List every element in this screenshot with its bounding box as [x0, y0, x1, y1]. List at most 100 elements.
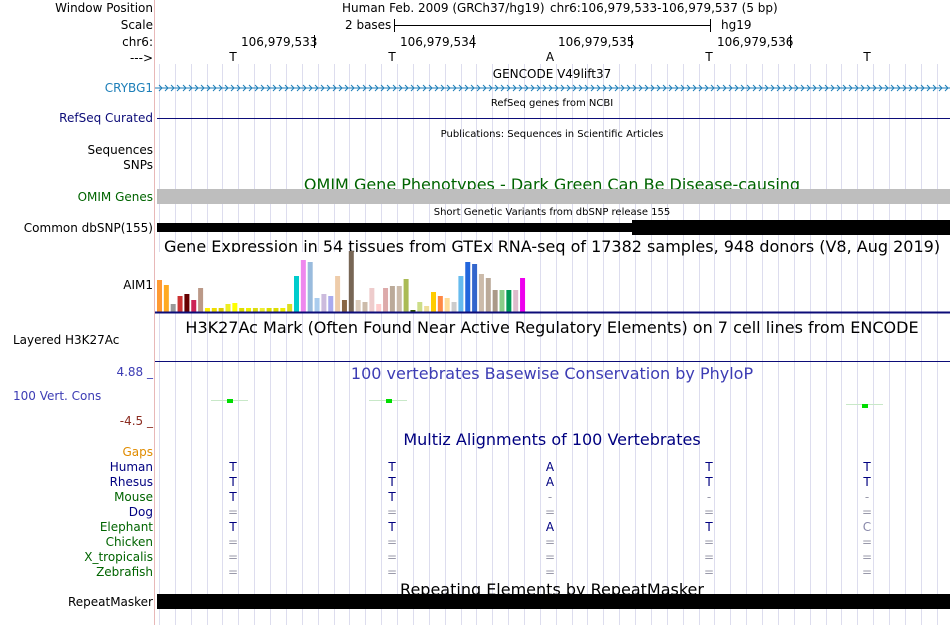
gtex-tissue-bar[interactable] [478, 274, 484, 312]
species-label[interactable]: X_tropicalis [84, 550, 153, 564]
gtex-tissue-bar[interactable] [287, 304, 293, 312]
gtex-expression-chart[interactable] [155, 250, 950, 315]
alignment-base: = [227, 505, 239, 519]
gtex-tissue-bar[interactable] [444, 298, 450, 312]
gtex-tissue-bar[interactable] [403, 279, 409, 312]
gtex-tissue-bar[interactable] [246, 308, 252, 312]
gtex-tissue-bar[interactable] [204, 308, 210, 312]
alignment-base: = [227, 550, 239, 564]
scale-label: Scale [120, 18, 153, 32]
reference-base: T [863, 50, 871, 64]
gtex-tissue-bar[interactable] [300, 260, 306, 312]
alignment-base: = [861, 505, 873, 519]
reference-base: T [705, 50, 713, 64]
alignment-base: T [388, 520, 396, 534]
refseq-track-label[interactable]: RefSeq Curated [59, 111, 153, 125]
species-label[interactable]: Mouse [114, 490, 153, 504]
species-label[interactable]: Elephant [99, 520, 153, 534]
gtex-tissue-bar[interactable] [485, 278, 491, 312]
gtex-tissue-bar[interactable] [520, 278, 526, 312]
gtex-tissue-bar[interactable] [211, 308, 217, 312]
gtex-tissue-bar[interactable] [307, 262, 313, 312]
gtex-tissue-bar[interactable] [437, 296, 443, 312]
species-label[interactable]: Rhesus [109, 475, 153, 489]
gtex-tissue-bar[interactable] [341, 300, 347, 312]
dbsnp-track-label[interactable]: Common dbSNP(155) [23, 221, 153, 235]
gtex-tissue-bar[interactable] [458, 276, 464, 312]
gtex-tissue-bar[interactable] [355, 300, 361, 312]
gtex-tissue-bar[interactable] [266, 308, 272, 312]
h3k27ac-track-label[interactable]: Layered H3K27Ac [13, 333, 120, 347]
repeatmasker-track-label[interactable]: RepeatMasker [67, 595, 153, 609]
gtex-tissue-bar[interactable] [492, 290, 498, 312]
gtex-tissue-bar[interactable] [410, 310, 416, 312]
gtex-tissue-bar[interactable] [465, 262, 471, 312]
gtex-tissue-bar[interactable] [383, 288, 389, 312]
gtex-tissue-bar[interactable] [396, 286, 402, 312]
position-tick [314, 35, 315, 48]
gtex-tissue-bar[interactable] [348, 251, 354, 312]
gtex-tissue-bar[interactable] [184, 294, 190, 312]
gtex-tissue-bar[interactable] [369, 288, 375, 312]
species-label[interactable]: Human [109, 460, 153, 474]
phylop-conservation-plot[interactable] [155, 395, 950, 410]
snps-track-label[interactable]: SNPs [123, 158, 153, 172]
gtex-tissue-bar[interactable] [232, 303, 238, 312]
gtex-tissue-bar[interactable] [280, 308, 286, 312]
gencode-gene-label[interactable]: CRYBG1 [104, 81, 153, 95]
alignment-base: - [864, 490, 870, 504]
gtex-tissue-bar[interactable] [321, 294, 327, 312]
omim-track-label[interactable]: OMIM Genes [77, 190, 153, 204]
gtex-tissue-bar[interactable] [239, 308, 245, 312]
gtex-tissue-bar[interactable] [499, 290, 505, 312]
gtex-tissue-bar[interactable] [451, 302, 457, 312]
gtex-tissue-bar[interactable] [198, 288, 204, 312]
gtex-tissue-bar[interactable] [506, 290, 512, 312]
species-label[interactable]: Dog [128, 505, 153, 519]
gtex-tissue-bar[interactable] [177, 296, 183, 312]
dbsnp-variant-block[interactable] [632, 220, 950, 235]
dbsnp-variant-bar[interactable] [157, 223, 950, 232]
gtex-gene-label[interactable]: AIM1 [123, 278, 153, 292]
gtex-tissue-bar[interactable] [273, 308, 279, 312]
gtex-tissue-bar[interactable] [362, 302, 368, 312]
gtex-tissue-bar[interactable] [335, 276, 341, 312]
gtex-tissue-bar[interactable] [170, 304, 176, 312]
alignment-base: = [703, 550, 715, 564]
gtex-tissue-bar[interactable] [424, 306, 430, 312]
gtex-tissue-bar[interactable] [314, 298, 320, 312]
gtex-tissue-bar[interactable] [252, 308, 258, 312]
gtex-tissue-bar[interactable] [513, 290, 519, 312]
alignment-base: T [388, 490, 396, 504]
assembly-text: Human Feb. 2009 (GRCh37/hg19) [342, 1, 545, 15]
refseq-gene-line[interactable] [157, 118, 950, 119]
scale-bar-left-cap [394, 19, 395, 32]
gtex-tissue-bar[interactable] [376, 304, 382, 312]
species-label[interactable]: Zebrafish [96, 565, 153, 579]
reference-base: T [229, 50, 237, 64]
gencode-gene-intron[interactable] [155, 82, 950, 94]
alignment-base: = [227, 535, 239, 549]
repeatmasker-element-bar[interactable] [157, 594, 950, 609]
sequences-track-label[interactable]: Sequences [87, 143, 153, 157]
gtex-tissue-bar[interactable] [191, 300, 197, 312]
omim-gene-bar[interactable] [157, 189, 950, 204]
gtex-tissue-bar[interactable] [225, 304, 231, 312]
chr-label: chr6: [122, 35, 153, 49]
phylop-track-label[interactable]: 100 Vert. Cons [13, 389, 102, 403]
gtex-tissue-bar[interactable] [417, 302, 423, 312]
gtex-tissue-bar[interactable] [157, 280, 162, 312]
gtex-tissue-bar[interactable] [259, 308, 265, 312]
alignment-base: T [388, 460, 396, 474]
gtex-tissue-bar[interactable] [389, 286, 395, 312]
species-label[interactable]: Chicken [105, 535, 153, 549]
gaps-track-label[interactable]: Gaps [122, 445, 153, 459]
gtex-tissue-bar[interactable] [163, 285, 169, 312]
gtex-tissue-bar[interactable] [431, 292, 436, 312]
gtex-tissue-bar[interactable] [294, 276, 299, 312]
alignment-base: = [386, 565, 398, 579]
gtex-tissue-bar[interactable] [472, 264, 478, 312]
gtex-tissue-bar[interactable] [328, 296, 334, 312]
gtex-tissue-bar[interactable] [218, 308, 224, 312]
